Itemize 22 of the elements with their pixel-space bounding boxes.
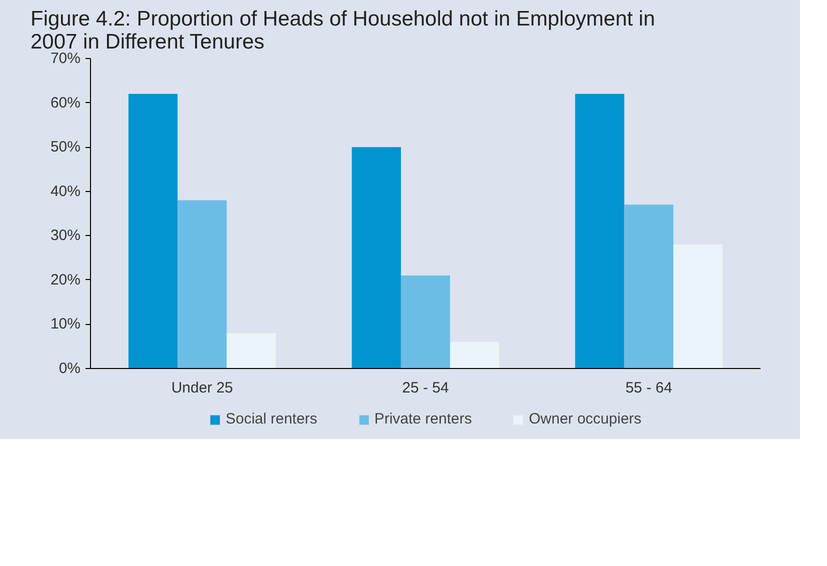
bar — [178, 200, 227, 368]
bar — [624, 204, 674, 368]
bar — [226, 333, 276, 368]
bar — [128, 94, 178, 368]
legend-label: Private renters — [374, 410, 472, 428]
legend-label: Social renters — [226, 410, 318, 428]
x-tick-label: 55 - 64 — [625, 380, 672, 396]
y-tick-label: 10% — [50, 316, 81, 333]
bar — [352, 147, 401, 368]
legend-label: Owner occupiers — [528, 410, 642, 428]
y-tick-label: 30% — [50, 227, 81, 244]
y-tick-label: 50% — [50, 138, 81, 156]
y-tick-label: 20% — [50, 271, 81, 288]
bar — [450, 342, 500, 368]
x-tick-label: Under 25 — [171, 380, 234, 396]
bar — [575, 94, 624, 368]
y-tick-label: 60% — [50, 94, 81, 112]
bar — [400, 276, 450, 368]
y-tick-label: 40% — [50, 182, 81, 200]
x-tick-label: 25 - 54 — [402, 380, 449, 396]
bar — [673, 244, 723, 368]
y-tick-label: 0% — [58, 360, 81, 377]
